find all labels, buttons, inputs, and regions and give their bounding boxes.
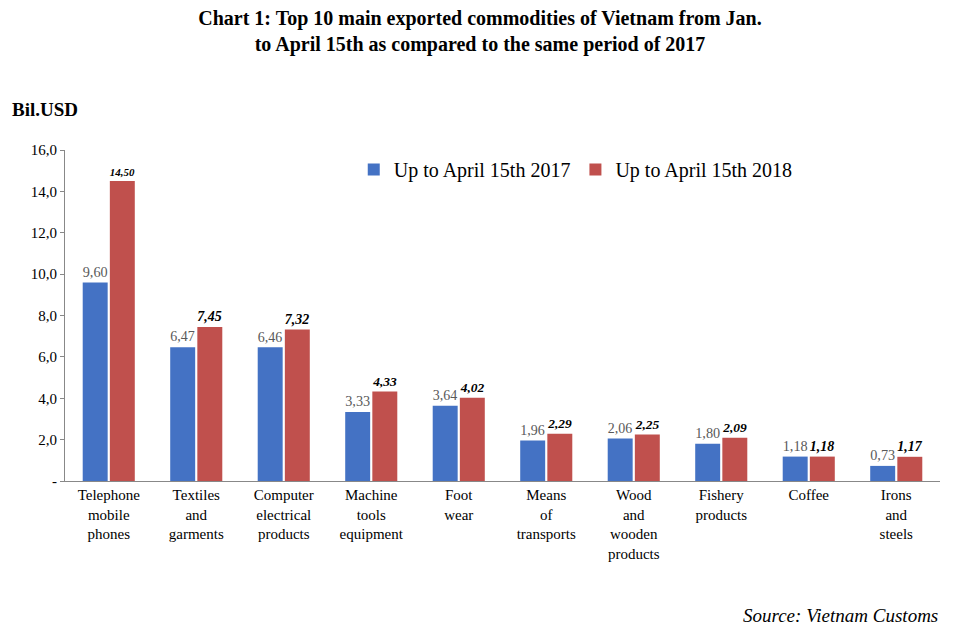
svg-text:7,45: 7,45: [197, 309, 221, 324]
svg-text:Fisheryproducts: Fisheryproducts: [695, 487, 747, 523]
svg-text:0,73: 0,73: [870, 447, 895, 463]
svg-text:Textilesandgarments: Textilesandgarments: [169, 487, 224, 542]
svg-text:Ironsandsteels: Ironsandsteels: [880, 487, 913, 542]
svg-text:3,64: 3,64: [433, 388, 457, 403]
svg-text:4,0: 4,0: [38, 391, 57, 407]
svg-text:Machinetoolsequipment: Machinetoolsequipment: [340, 487, 404, 542]
svg-text:Up to April 15th 2018: Up to April 15th 2018: [615, 159, 792, 182]
svg-text:16,0: 16,0: [31, 142, 57, 158]
svg-text:1,18: 1,18: [783, 438, 808, 454]
svg-text:14,50: 14,50: [110, 166, 135, 178]
svg-text:-: -: [52, 473, 57, 489]
svg-text:2,06: 2,06: [608, 421, 632, 436]
svg-text:2,29: 2,29: [547, 416, 572, 431]
svg-text:4,33: 4,33: [372, 374, 397, 389]
svg-text:12,0: 12,0: [31, 225, 57, 241]
svg-text:Up to April 15th 2017: Up to April 15th 2017: [394, 159, 571, 182]
svg-text:1,17: 1,17: [897, 439, 922, 454]
svg-text:3,33: 3,33: [345, 393, 370, 409]
svg-text:14,0: 14,0: [31, 184, 57, 200]
svg-text:1,18: 1,18: [810, 439, 834, 454]
svg-text:6,47: 6,47: [170, 329, 194, 344]
svg-text:Chart 1: Top 10 main exported: Chart 1: Top 10 main exported commoditie…: [198, 7, 762, 56]
svg-text:2,0: 2,0: [38, 432, 57, 448]
svg-text:Coffee: Coffee: [788, 487, 829, 503]
svg-text:4,02: 4,02: [460, 380, 485, 395]
svg-text:2,09: 2,09: [722, 420, 747, 435]
svg-text:7,32: 7,32: [285, 312, 309, 327]
svg-text:Computerelectricalproducts: Computerelectricalproducts: [254, 487, 314, 542]
svg-text:Meansoftransports: Meansoftransports: [517, 487, 576, 542]
svg-text:8,0: 8,0: [38, 308, 57, 324]
svg-text:Source: Vietnam Customs: Source: Vietnam Customs: [743, 605, 938, 626]
svg-text:1,96: 1,96: [520, 423, 544, 438]
svg-text:10,0: 10,0: [31, 266, 57, 282]
svg-text:Bil.USD: Bil.USD: [12, 99, 78, 120]
svg-text:6,0: 6,0: [38, 349, 57, 365]
svg-text:1,80: 1,80: [695, 425, 720, 441]
svg-text:2,25: 2,25: [635, 417, 660, 432]
svg-text:9,60: 9,60: [83, 264, 108, 280]
svg-text:Telephonemobilephones: Telephonemobilephones: [78, 487, 141, 542]
svg-text:Footwear: Footwear: [444, 487, 473, 523]
svg-text:Woodandwoodenproducts: Woodandwoodenproducts: [608, 487, 660, 562]
svg-text:6,46: 6,46: [258, 330, 282, 345]
